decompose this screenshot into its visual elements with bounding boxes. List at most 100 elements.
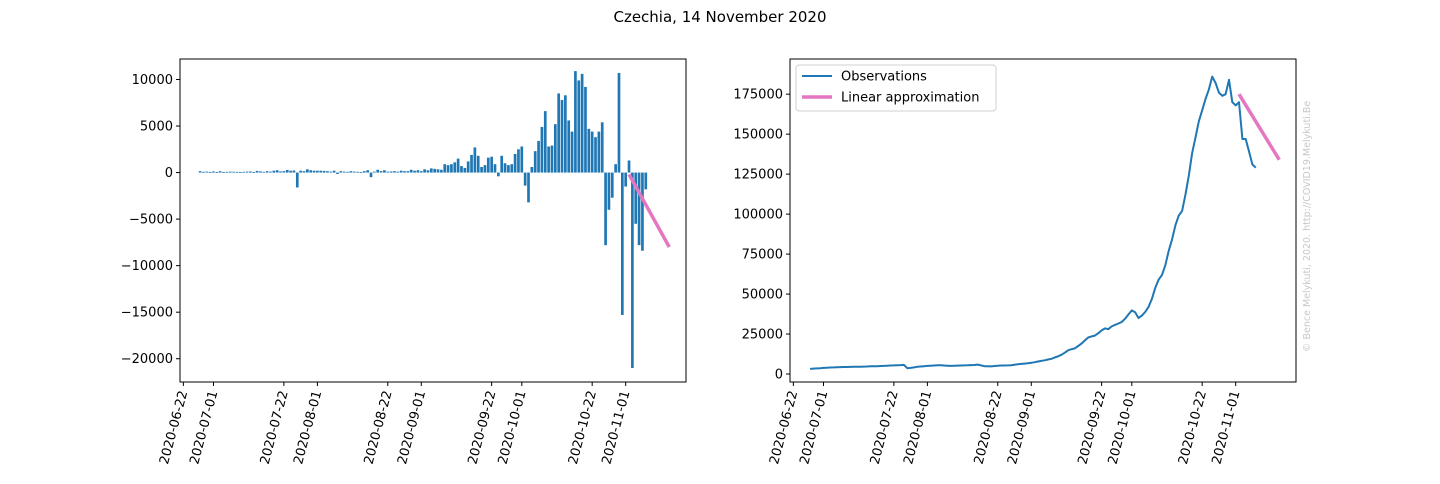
bar	[406, 171, 410, 173]
bar	[540, 126, 544, 173]
bar	[507, 165, 510, 173]
y-tick-label: 75000	[742, 248, 783, 263]
bar	[376, 169, 380, 173]
plot-frame	[789, 58, 1297, 383]
bar	[641, 172, 644, 251]
y-tick-label: 125000	[733, 168, 783, 183]
legend: Observations Linear approximation	[795, 64, 997, 112]
bar	[242, 171, 246, 173]
bar	[634, 172, 638, 224]
y-tick-label: 150000	[733, 128, 783, 143]
bar	[587, 128, 591, 173]
legend-box	[795, 64, 997, 112]
bar	[305, 169, 309, 173]
bar	[299, 170, 302, 173]
bar	[202, 171, 205, 173]
y-tick-label: 50000	[742, 288, 783, 303]
bar	[403, 171, 406, 173]
bar	[362, 171, 366, 173]
bar	[309, 170, 313, 173]
bar	[557, 93, 561, 173]
bar	[205, 171, 209, 173]
bar	[312, 170, 316, 173]
bar	[607, 172, 611, 210]
x-tick-label: 2020-08-01	[291, 389, 325, 466]
watermark: © Bence Melykuti, 2020. http://COVID19.M…	[1302, 101, 1313, 352]
bar	[497, 172, 500, 177]
bar	[259, 171, 262, 173]
bar	[493, 164, 497, 173]
bar	[316, 170, 319, 173]
bar	[349, 171, 353, 173]
x-tick-label: 2020-08-22	[972, 389, 1006, 466]
bar	[208, 172, 212, 173]
bar	[235, 171, 239, 173]
bar	[373, 171, 376, 173]
bar	[433, 168, 437, 173]
bar	[332, 170, 336, 173]
bar	[500, 155, 504, 173]
bar	[222, 172, 225, 173]
bar	[346, 171, 349, 173]
bar	[450, 164, 453, 173]
bar	[617, 72, 621, 173]
bar	[352, 171, 356, 173]
bar	[232, 171, 235, 173]
bar	[446, 165, 450, 173]
bar	[637, 172, 641, 246]
bar	[570, 131, 574, 173]
bar	[631, 172, 634, 369]
bar	[265, 171, 269, 173]
bar	[383, 170, 386, 173]
bar	[644, 172, 648, 190]
y-tick-label: 25000	[742, 328, 783, 343]
bar	[620, 172, 624, 315]
x-tick-label: 2020-07-01	[797, 389, 831, 466]
bar	[302, 171, 306, 173]
bar	[456, 158, 460, 173]
bar	[396, 171, 400, 173]
bar	[453, 162, 457, 173]
x-tick-label: 2020-06-22	[157, 389, 191, 466]
bar	[225, 171, 229, 173]
y-tick-label: 5000	[140, 120, 173, 135]
linear-approximation-line	[627, 173, 671, 248]
bar	[255, 170, 259, 173]
bar	[490, 156, 493, 173]
bar	[249, 171, 252, 173]
bar	[282, 171, 286, 173]
y-tick-label: 0	[775, 368, 783, 383]
bar	[510, 164, 514, 173]
bar	[460, 166, 463, 173]
bar	[486, 157, 490, 173]
bar	[419, 171, 423, 173]
bar	[285, 169, 289, 173]
bar	[520, 146, 524, 173]
bar	[339, 171, 343, 173]
bar	[584, 86, 587, 173]
bar	[386, 171, 390, 173]
bar	[597, 131, 601, 173]
x-tick-label: 2020-08-01	[901, 389, 935, 466]
bar	[476, 155, 480, 173]
bar	[272, 170, 276, 173]
bar	[590, 131, 594, 173]
bar	[399, 170, 403, 173]
y-tick-label: −5000	[129, 213, 173, 228]
x-tick-label: 2020-09-22	[465, 389, 499, 466]
bar	[440, 169, 443, 173]
bar	[564, 95, 567, 173]
x-tick-label: 2020-09-01	[395, 389, 429, 466]
bar	[319, 170, 323, 173]
bar	[409, 169, 413, 173]
bar	[483, 165, 487, 173]
bar	[423, 169, 426, 173]
bar	[480, 166, 483, 173]
x-tick-label: 2020-10-01	[496, 389, 530, 466]
bar	[577, 80, 581, 173]
bar	[533, 151, 537, 173]
bar	[326, 171, 329, 173]
x-tick-label: 2020-07-01	[187, 389, 221, 466]
bar	[279, 171, 282, 173]
